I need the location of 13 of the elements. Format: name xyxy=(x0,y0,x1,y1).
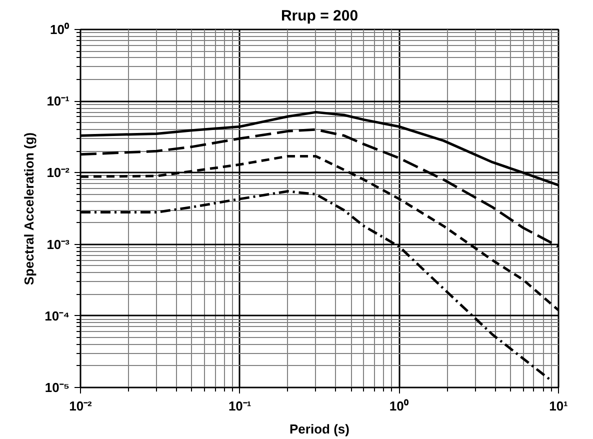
y-tick-label: 10⁻⁵ xyxy=(44,380,70,395)
y-tick-label: 10⁻⁴ xyxy=(44,308,70,324)
y-tick-label: 10⁻³ xyxy=(46,236,70,252)
x-tick-label: 10⁻¹ xyxy=(228,398,252,414)
chart-title: Rrup = 200 xyxy=(280,8,358,24)
x-axis-title: Period (s) xyxy=(290,422,350,436)
x-tick-label: 10⁻² xyxy=(69,398,93,414)
y-axis-title: Spectral Acceleration (g) xyxy=(22,132,37,286)
y-tick-label: 10⁰ xyxy=(50,22,70,37)
x-tick-label: 10¹ xyxy=(549,398,568,414)
x-tick-label: 10⁰ xyxy=(389,398,409,414)
y-tick-label: 10⁻¹ xyxy=(46,94,70,109)
y-tick-label: 10⁻² xyxy=(46,165,70,180)
